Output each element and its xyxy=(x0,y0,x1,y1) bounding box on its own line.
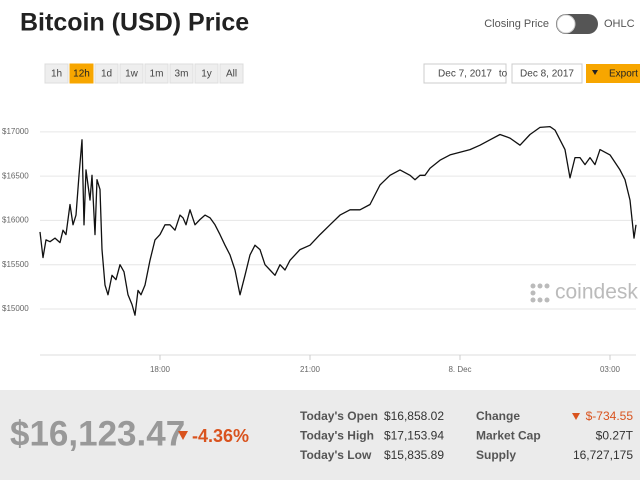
x-tick-label: 18:00 xyxy=(150,365,171,374)
stat-label: Market Cap xyxy=(476,429,541,443)
x-tick-label: 21:00 xyxy=(300,365,321,374)
chart: $15000 $15500 $16000 $16500 $17000 18:00 21:00… xyxy=(2,125,637,374)
change-arrow xyxy=(572,413,580,420)
date-from: Dec 7, 2017 xyxy=(438,69,492,80)
stat-label: Change xyxy=(476,409,520,423)
watermark-text: coindesk xyxy=(555,281,638,304)
toggle-knob xyxy=(556,14,576,34)
y-tick-label: $15000 xyxy=(2,304,29,313)
range-label: 1h xyxy=(51,69,62,80)
stat-value: $16,858.02 xyxy=(384,409,444,423)
price: $16,123.47 xyxy=(10,414,185,453)
y-tick-label: $16000 xyxy=(2,216,29,225)
range-label: 1m xyxy=(150,69,164,80)
date-to: Dec 8, 2017 xyxy=(520,69,574,80)
stats-table: Today's Open $16,858.02 Change $-734.55 Toda… xyxy=(300,409,634,462)
export-icon xyxy=(592,70,598,75)
range-label: 1y xyxy=(201,69,212,80)
range-button[interactable] xyxy=(144,63,169,84)
stat-value: $-734.55 xyxy=(586,409,634,423)
stat-value: $0.27T xyxy=(596,429,634,443)
stat-label: Supply xyxy=(476,448,516,462)
range-label: 1d xyxy=(101,69,112,80)
title: Bitcoin (USD) Price xyxy=(20,9,249,37)
toggle-right-label: OHLC xyxy=(604,18,635,30)
change-pct: -4.36% xyxy=(192,426,249,446)
range-label: All xyxy=(226,69,237,80)
stat-value: 16,727,175 xyxy=(573,448,633,462)
price-line xyxy=(39,125,637,316)
y-tick-label: $17000 xyxy=(2,127,29,136)
stats-panel xyxy=(0,390,640,480)
range-label: 3m xyxy=(175,69,189,80)
date-to-box[interactable] xyxy=(511,63,583,84)
range-buttons: 1h 12h 1d 1w 1m 3m 1y All xyxy=(44,63,244,84)
range-button[interactable] xyxy=(219,63,244,84)
range-button[interactable] xyxy=(69,63,94,84)
x-tick-label: 03:00 xyxy=(600,365,621,374)
y-tick-label: $16500 xyxy=(2,171,29,180)
x-tick-label: 8. Dec xyxy=(448,365,471,374)
range-button[interactable] xyxy=(194,63,219,84)
stat-label: Today's Low xyxy=(300,448,372,462)
range-label: 1w xyxy=(125,69,139,80)
stat-value: $15,835.89 xyxy=(384,448,444,462)
stat-value: $17,153.94 xyxy=(384,429,444,443)
y-tick-label: $15500 xyxy=(2,260,29,269)
range-button[interactable] xyxy=(94,63,119,84)
date-from-box[interactable] xyxy=(423,63,507,84)
watermark: coindesk xyxy=(530,281,638,304)
stat-label: Today's High xyxy=(300,429,374,443)
toggle-left-label: Closing Price xyxy=(484,18,549,30)
range-label: 12h xyxy=(73,69,90,80)
down-arrow xyxy=(178,431,188,440)
stat-label: Today's Open xyxy=(300,409,378,423)
date-to-label: to xyxy=(499,69,508,80)
range-button[interactable] xyxy=(169,63,194,84)
export-button[interactable] xyxy=(586,64,640,83)
range-button[interactable] xyxy=(44,63,69,84)
range-button[interactable] xyxy=(119,63,144,84)
export-label: Export xyxy=(609,69,638,80)
